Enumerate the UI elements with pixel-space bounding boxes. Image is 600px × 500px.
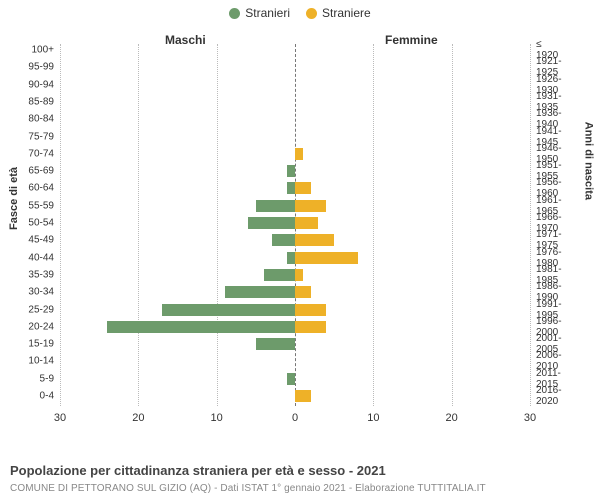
y-left-label: 90-94 bbox=[14, 79, 54, 90]
legend-item-female: Straniere bbox=[306, 6, 371, 20]
bar-female bbox=[295, 304, 326, 316]
x-tick-label: 0 bbox=[292, 412, 298, 424]
bar-female bbox=[295, 286, 311, 298]
bar-female bbox=[295, 217, 318, 229]
x-tick-label: 30 bbox=[54, 412, 66, 424]
grid-line bbox=[530, 44, 531, 406]
y-left-label: 85-89 bbox=[14, 96, 54, 107]
y-left-label: 30-34 bbox=[14, 287, 54, 298]
legend-swatch-male bbox=[229, 8, 240, 19]
y-left-label: 75-79 bbox=[14, 131, 54, 142]
y-left-label: 60-64 bbox=[14, 183, 54, 194]
legend-label-male: Stranieri bbox=[245, 6, 290, 20]
y-right-label: 2016-2020 bbox=[536, 385, 562, 407]
grid-line bbox=[60, 44, 61, 406]
grid-line bbox=[373, 44, 374, 406]
bar-female bbox=[295, 234, 334, 246]
x-tick-label: 10 bbox=[211, 412, 223, 424]
grid-line bbox=[452, 44, 453, 406]
chart-title: Popolazione per cittadinanza straniera p… bbox=[10, 463, 386, 478]
y-left-label: 45-49 bbox=[14, 235, 54, 246]
y-left-label: 10-14 bbox=[14, 356, 54, 367]
bar-male bbox=[287, 165, 295, 177]
y-left-label: 0-4 bbox=[14, 391, 54, 402]
y-left-label: 70-74 bbox=[14, 148, 54, 159]
x-tick-label: 30 bbox=[524, 412, 536, 424]
bar-female bbox=[295, 252, 358, 264]
bar-male bbox=[287, 252, 295, 264]
chart-source: COMUNE DI PETTORANO SUL GIZIO (AQ) - Dat… bbox=[10, 483, 486, 494]
bar-female bbox=[295, 321, 326, 333]
y-left-label: 65-69 bbox=[14, 166, 54, 177]
grid-line bbox=[138, 44, 139, 406]
bar-female bbox=[295, 269, 303, 281]
bar-male bbox=[256, 338, 295, 350]
y-left-label: 55-59 bbox=[14, 200, 54, 211]
legend-item-male: Stranieri bbox=[229, 6, 290, 20]
y-left-label: 80-84 bbox=[14, 114, 54, 125]
bar-male bbox=[248, 217, 295, 229]
bar-female bbox=[295, 390, 311, 402]
x-tick-label: 20 bbox=[446, 412, 458, 424]
bar-female bbox=[295, 200, 326, 212]
bar-male bbox=[162, 304, 295, 316]
plot-area: 3020100102030100+≤ 192095-991921-192590-… bbox=[60, 30, 530, 430]
bar-male bbox=[272, 234, 295, 246]
y-left-label: 25-29 bbox=[14, 304, 54, 315]
y-left-label: 20-24 bbox=[14, 321, 54, 332]
bar-female bbox=[295, 182, 311, 194]
bar-male bbox=[287, 373, 295, 385]
bar-male bbox=[264, 269, 295, 281]
y-left-label: 100+ bbox=[14, 45, 54, 56]
y-left-label: 35-39 bbox=[14, 269, 54, 280]
grid-line bbox=[217, 44, 218, 406]
bar-male bbox=[287, 182, 295, 194]
x-tick-label: 20 bbox=[132, 412, 144, 424]
y-left-label: 15-19 bbox=[14, 339, 54, 350]
bar-male bbox=[107, 321, 295, 333]
y-axis-title-right: Anni di nascita bbox=[582, 122, 594, 200]
bar-male bbox=[256, 200, 295, 212]
legend: Stranieri Straniere bbox=[0, 0, 600, 20]
bar-male bbox=[225, 286, 295, 298]
legend-label-female: Straniere bbox=[322, 6, 371, 20]
y-left-label: 40-44 bbox=[14, 252, 54, 263]
x-tick-label: 10 bbox=[367, 412, 379, 424]
legend-swatch-female bbox=[306, 8, 317, 19]
y-left-label: 95-99 bbox=[14, 62, 54, 73]
bar-female bbox=[295, 148, 303, 160]
y-left-label: 50-54 bbox=[14, 218, 54, 229]
y-left-label: 5-9 bbox=[14, 373, 54, 384]
chart-container: Stranieri Straniere Maschi Femmine Fasce… bbox=[0, 0, 600, 500]
